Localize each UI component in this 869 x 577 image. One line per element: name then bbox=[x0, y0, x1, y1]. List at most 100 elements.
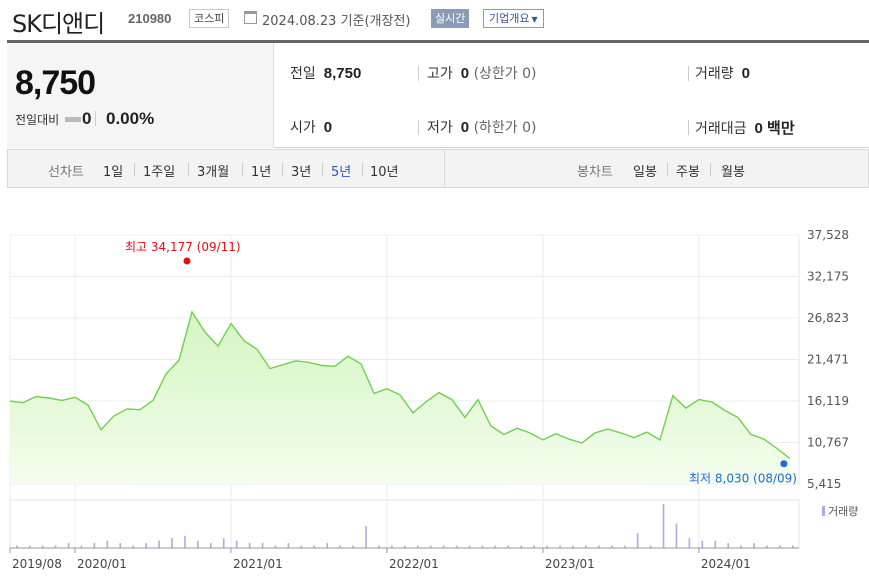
volume-bar bbox=[727, 543, 729, 548]
volume-bar bbox=[287, 543, 290, 548]
price-chart[interactable]: 37,528 32,175 26,823 21,471 16,119 10,767 5,41… bbox=[0, 188, 869, 577]
day-low: 저가 0 (하한가 0) bbox=[427, 117, 536, 137]
corp-overview-label: 기업개요 bbox=[489, 12, 530, 25]
realtime-button[interactable]: 실시간 bbox=[431, 9, 470, 28]
min-marker bbox=[780, 460, 788, 468]
upper-limit: (상한가 0) bbox=[473, 66, 537, 82]
volume-bar bbox=[274, 545, 277, 548]
volume-bar bbox=[442, 545, 445, 548]
price-summary: 8,750 전일대비 0 0.00% 전일 8,750 고가 0 (상한가 0) 거… bbox=[7, 40, 869, 148]
volume: 거래량 0 bbox=[695, 63, 750, 83]
volume-bars bbox=[16, 504, 794, 548]
volume-bar bbox=[598, 545, 600, 548]
x-tick-label: 2023/01 bbox=[545, 557, 595, 571]
volume-bar bbox=[404, 545, 406, 548]
chart-grid bbox=[9, 234, 800, 549]
volume-bar bbox=[210, 543, 212, 548]
divider bbox=[322, 163, 323, 176]
y-tick-label: 10,767 bbox=[807, 436, 849, 450]
flat-change-icon bbox=[65, 117, 81, 122]
y-tick-label: 21,471 bbox=[807, 353, 849, 367]
period-weekly[interactable]: 주봉 bbox=[676, 165, 700, 180]
volume-bar bbox=[792, 545, 794, 548]
volume-bar bbox=[429, 545, 432, 548]
stock-header: SK디앤디 210980 코스피 2024.08.23 기준(개장전) 실시간 … bbox=[0, 0, 869, 40]
volume-bar bbox=[688, 538, 691, 548]
low-value: 0 bbox=[460, 119, 470, 136]
x-tick-label: 2020/01 bbox=[77, 557, 127, 571]
volume-bar bbox=[533, 545, 535, 548]
volume-bar bbox=[326, 543, 329, 548]
prev-close-value: 8,750 bbox=[323, 65, 362, 82]
divider bbox=[418, 66, 419, 81]
period-10y[interactable]: 10년 bbox=[370, 165, 399, 180]
low-label: 저가 bbox=[427, 120, 453, 136]
period-1w[interactable]: 1주일 bbox=[143, 165, 176, 180]
volume-bar bbox=[766, 545, 768, 548]
volume-bar bbox=[546, 545, 548, 548]
volume-bar bbox=[649, 545, 652, 548]
period-monthly[interactable]: 월봉 bbox=[721, 165, 745, 180]
volume-bar bbox=[313, 545, 316, 548]
open-price: 시가 0 bbox=[290, 117, 332, 137]
volume-bar bbox=[158, 540, 160, 548]
divider bbox=[95, 111, 96, 126]
y-tick-label: 37,528 bbox=[807, 228, 849, 242]
volume-bar bbox=[701, 540, 704, 548]
period-5y[interactable]: 5년 bbox=[331, 165, 352, 180]
volume-bar bbox=[261, 543, 264, 548]
volume-bar bbox=[378, 545, 380, 548]
x-tick-label: 2019/08 bbox=[12, 557, 62, 571]
divider bbox=[688, 120, 689, 135]
y-tick-label: 16,119 bbox=[807, 394, 849, 408]
prev-close: 전일 8,750 bbox=[290, 63, 361, 83]
prev-close-label: 전일 bbox=[290, 66, 316, 82]
volume-bar bbox=[507, 545, 510, 548]
volume-bar bbox=[572, 545, 574, 548]
period-3y[interactable]: 3년 bbox=[291, 165, 312, 180]
volume-bar bbox=[662, 504, 665, 548]
volume-bar bbox=[16, 545, 18, 548]
divider bbox=[134, 163, 135, 176]
volume-bar bbox=[714, 540, 717, 548]
price-area bbox=[10, 312, 790, 484]
volume-border bbox=[9, 499, 800, 549]
period-1y[interactable]: 1년 bbox=[251, 165, 272, 180]
high-value: 0 bbox=[460, 65, 470, 82]
volume-bar bbox=[80, 545, 83, 548]
max-marker bbox=[183, 257, 191, 265]
period-1d[interactable]: 1일 bbox=[103, 165, 124, 180]
volume-bar bbox=[145, 543, 147, 548]
x-tick-label: 2022/01 bbox=[389, 557, 439, 571]
volume-label: 거래량 bbox=[695, 66, 734, 82]
volume-bar bbox=[300, 545, 303, 548]
corp-overview-dropdown[interactable]: 기업개요 ▼ bbox=[483, 9, 544, 28]
volume-bar bbox=[197, 540, 199, 548]
volume-bar bbox=[636, 533, 639, 548]
as-of-date: 2024.08.23 기준(개장전) bbox=[262, 14, 411, 29]
volume-bar bbox=[28, 545, 31, 548]
volume-bar bbox=[494, 545, 497, 548]
divider bbox=[444, 150, 445, 187]
volume-bar bbox=[365, 526, 367, 548]
price-line bbox=[9, 310, 791, 460]
volume-bar bbox=[585, 545, 587, 548]
volume-bar bbox=[520, 545, 523, 548]
period-daily[interactable]: 일봉 bbox=[633, 165, 657, 180]
volume-bar bbox=[235, 540, 238, 548]
volume-bar bbox=[610, 545, 613, 548]
volume-bar bbox=[455, 545, 458, 548]
volume-bar bbox=[416, 545, 419, 548]
open-value: 0 bbox=[323, 119, 333, 136]
stock-code: 210980 bbox=[128, 11, 172, 26]
divider bbox=[418, 120, 419, 135]
candle-chart-label: 봉차트 bbox=[577, 165, 613, 180]
volume-bar bbox=[339, 545, 341, 548]
change-label: 전일대비 bbox=[15, 113, 60, 127]
volume-bar bbox=[171, 538, 173, 548]
open-label: 시가 bbox=[290, 120, 316, 136]
y-tick-label: 32,175 bbox=[807, 270, 849, 284]
period-3m[interactable]: 3개월 bbox=[197, 165, 230, 180]
volume-bar bbox=[468, 545, 471, 548]
chevron-down-icon: ▼ bbox=[531, 15, 538, 24]
